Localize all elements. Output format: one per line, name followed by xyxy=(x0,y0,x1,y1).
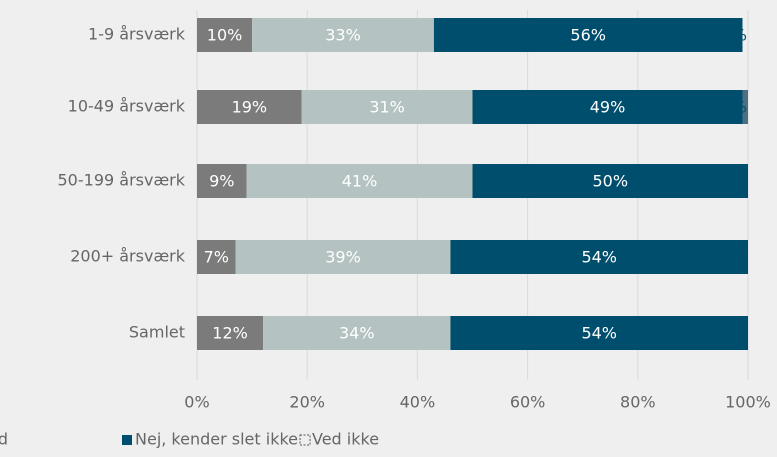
data-label: 0% xyxy=(722,172,747,191)
bar-segment xyxy=(197,240,236,274)
legend-label: Nej, kender slet ikke xyxy=(135,430,298,449)
y-tick-label: 10-49 årsværk xyxy=(68,97,186,116)
data-label: 54% xyxy=(581,324,617,343)
bar-segment xyxy=(433,18,743,52)
data-label: 0% xyxy=(722,324,747,343)
bar-segment xyxy=(252,18,434,52)
data-label: 39% xyxy=(325,248,361,267)
bar-segment xyxy=(197,18,253,52)
data-label: 0% xyxy=(722,248,747,267)
data-label: 50% xyxy=(592,172,628,191)
data-label: 7% xyxy=(204,248,229,267)
bar-segment xyxy=(246,164,473,198)
y-tick-label: 50-199 årsværk xyxy=(58,171,186,190)
data-label: 56% xyxy=(570,26,606,45)
data-label: 0% xyxy=(722,26,747,45)
y-tick-label: 200+ årsværk xyxy=(70,247,186,266)
data-label: 19% xyxy=(232,98,268,117)
x-tick-label: 40% xyxy=(400,393,436,412)
bar-segment xyxy=(450,316,748,350)
bar-segment xyxy=(742,90,748,124)
data-label: 31% xyxy=(369,98,405,117)
legend-swatch xyxy=(122,435,132,445)
legend-label: Ved ikke xyxy=(312,430,379,449)
data-label: 1% xyxy=(722,98,747,117)
legend-label: d xyxy=(0,430,8,449)
y-tick-label: 1-9 årsværk xyxy=(88,25,186,44)
bar-segment xyxy=(301,90,473,124)
bar-segment xyxy=(197,164,247,198)
x-tick-label: 0% xyxy=(184,393,209,412)
bar-segment xyxy=(235,240,451,274)
data-label: 34% xyxy=(339,324,375,343)
data-label: 54% xyxy=(581,248,617,267)
bar-segment xyxy=(472,90,743,124)
data-label: 33% xyxy=(325,26,361,45)
data-label: 41% xyxy=(342,172,378,191)
legend-swatch xyxy=(299,434,311,446)
data-label: 10% xyxy=(207,26,243,45)
y-tick-label: Samlet xyxy=(129,323,185,342)
bar-segment xyxy=(197,316,264,350)
x-tick-label: 60% xyxy=(510,393,546,412)
data-label: 12% xyxy=(212,324,248,343)
bar-segment xyxy=(263,316,451,350)
bar-segment xyxy=(197,90,302,124)
x-tick-label: 100% xyxy=(725,393,771,412)
bar-segment xyxy=(472,164,748,198)
x-tick-label: 80% xyxy=(620,393,656,412)
data-label: 9% xyxy=(209,172,234,191)
data-label: 49% xyxy=(590,98,626,117)
x-tick-label: 20% xyxy=(289,393,325,412)
bar-segment xyxy=(450,240,748,274)
